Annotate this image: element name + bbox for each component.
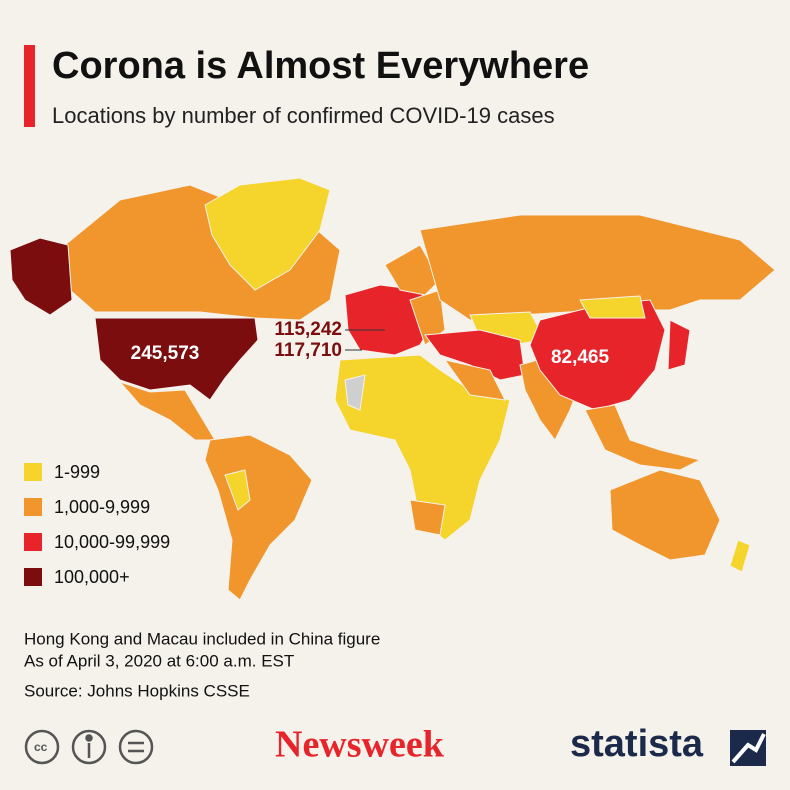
legend-swatch <box>24 498 42 516</box>
eastern-europe <box>409 289 446 346</box>
legend-swatch <box>24 568 42 586</box>
australia <box>609 469 721 561</box>
arabia <box>443 359 506 401</box>
japan <box>667 319 691 371</box>
map-label: 82,465 <box>551 347 610 368</box>
legend-label: 10,000-99,999 <box>54 532 170 552</box>
legend-label: 100,000+ <box>54 567 130 587</box>
statista-icon-mark <box>731 733 766 764</box>
new-zealand <box>729 539 751 573</box>
legend-label: 1-999 <box>54 462 100 482</box>
southeast-asia <box>584 404 702 471</box>
usa <box>94 317 259 401</box>
subtitle: Locations by number of confirmed COVID-1… <box>52 103 555 128</box>
cc-icon-text: cc <box>34 740 48 754</box>
title: Corona is Almost Everywhere <box>52 45 589 87</box>
legend-swatch <box>24 533 42 551</box>
legend-swatch <box>24 463 42 481</box>
greenland <box>204 177 331 291</box>
source: Source: Johns Hopkins CSSE <box>24 681 250 700</box>
scandinavia <box>384 244 441 296</box>
alaska <box>9 237 73 316</box>
map-label: 117,710 <box>274 340 342 361</box>
statista-logo: statista <box>570 723 704 765</box>
map-label: 245,573 <box>131 343 200 364</box>
bolivia <box>224 469 251 511</box>
middle-east <box>424 329 526 381</box>
world-map <box>9 177 776 601</box>
legend: 1-999 1,000-9,999 10,000-99,999 100,000+ <box>24 462 170 587</box>
africa <box>334 354 511 541</box>
mongolia <box>579 295 646 319</box>
south-africa <box>409 499 446 536</box>
newsweek-logo: Newsweek <box>275 724 445 766</box>
note: As of April 3, 2020 at 6:00 a.m. EST <box>24 651 294 670</box>
license-icons <box>24 729 154 765</box>
legend-label: 1,000-9,999 <box>54 497 150 517</box>
no-data <box>344 374 366 411</box>
map-label: 115,242 <box>274 319 342 340</box>
title-bar <box>24 45 35 127</box>
russia <box>419 214 776 321</box>
note: Hong Kong and Macau included in China fi… <box>24 629 380 648</box>
